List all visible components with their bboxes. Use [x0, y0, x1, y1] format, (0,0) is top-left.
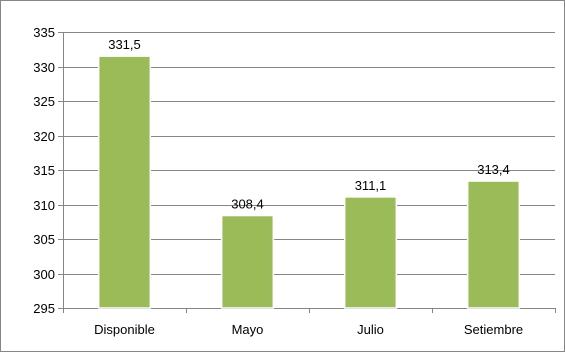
data-label: 313,4 [477, 162, 510, 177]
y-tick-label: 330 [33, 60, 55, 75]
labels: 295 300 305 310 315 320 325 330 335 331,5 Disponib… [33, 25, 523, 337]
y-tick-label: 335 [33, 25, 55, 40]
y-tick-label: 315 [33, 163, 55, 178]
x-tick-label: Mayo [232, 322, 264, 337]
data-label: 311,1 [355, 178, 387, 193]
y-tick-label: 310 [33, 198, 55, 213]
bar-mayo [220, 214, 275, 309]
y-tick-label: 300 [33, 267, 55, 282]
bar-julio [343, 196, 398, 309]
bar-setiembre [466, 180, 521, 309]
x-tick-label: Julio [357, 322, 384, 337]
bar-chart: 295 300 305 310 315 320 325 330 335 331,5 Disponib… [33, 25, 556, 337]
x-tick-label: Setiembre [464, 322, 523, 337]
y-tick-label: 295 [33, 301, 55, 316]
y-tick-label: 325 [33, 94, 55, 109]
y-tick-label: 320 [33, 129, 55, 144]
x-tick-label: Disponible [94, 322, 155, 337]
y-tick-label: 305 [33, 232, 55, 247]
bar-disponible [97, 55, 152, 309]
data-label: 308,4 [231, 197, 264, 212]
data-label: 331,5 [108, 37, 141, 52]
bars [97, 55, 521, 309]
